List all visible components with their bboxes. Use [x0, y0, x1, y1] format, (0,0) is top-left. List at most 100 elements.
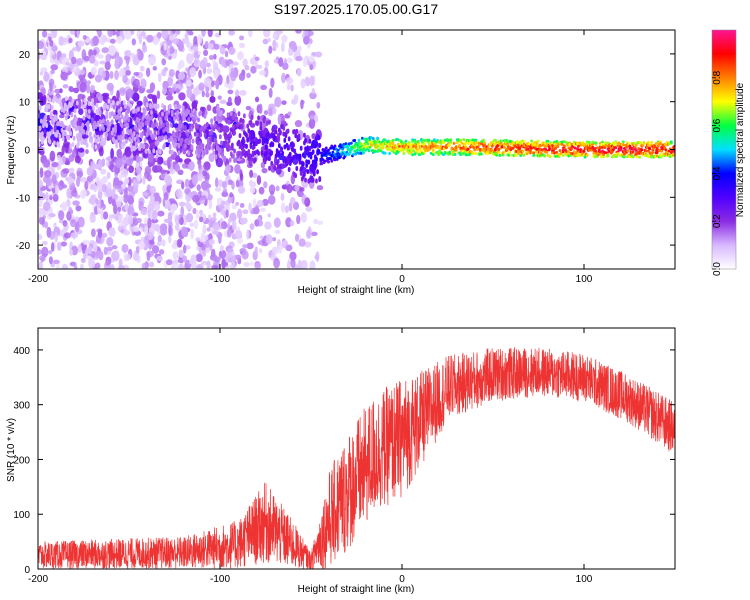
spectrogram-cell	[170, 203, 178, 211]
spectrogram-cell	[302, 57, 308, 68]
spectrogram-ridge-cell	[239, 154, 243, 160]
spectrogram-ridge-cell	[233, 130, 236, 136]
spectrogram-ridge-cell	[107, 98, 111, 104]
spectrogram-ridge-cell	[327, 148, 330, 152]
spectrogram-ridge-cell	[263, 138, 267, 144]
spectrogram-ridge-cell	[626, 149, 630, 153]
spectrogram-cell	[309, 115, 315, 120]
spectrogram-ridge-cell	[116, 113, 120, 119]
spectrogram-ridge-cell	[369, 135, 373, 139]
spectrogram-cell	[258, 248, 263, 254]
spectrogram-ridge-cell	[606, 154, 610, 158]
spectrogram-ridge-cell	[129, 128, 133, 134]
spectrogram-cell	[206, 62, 211, 68]
spectrogram-ridge-cell	[59, 102, 63, 108]
spectrogram-ridge-cell	[287, 136, 291, 142]
spectrogram-ridge-cell	[155, 149, 159, 155]
spectrogram-ridge-cell	[284, 133, 288, 139]
spectrogram-cell	[234, 164, 241, 174]
spectrogram-ridge-cell	[261, 140, 265, 146]
spectrogram-ridge-cell	[105, 132, 109, 138]
spectrogram-ridge-cell	[606, 141, 610, 145]
spectrogram-cell	[249, 169, 254, 178]
spectrogram-cell	[237, 51, 244, 61]
spectrogram-ridge-cell	[196, 124, 199, 130]
spectrogram-cell	[51, 30, 58, 39]
spectrogram-ridge-cell	[536, 139, 540, 143]
spectrogram-ridge-cell	[463, 142, 467, 146]
spectrogram-ridge-cell	[39, 118, 43, 124]
spectrogram-cell	[108, 44, 116, 56]
spectrogram-cell	[213, 43, 220, 50]
spectrogram-cell	[163, 66, 168, 72]
spectrogram-cell	[70, 232, 78, 239]
spectrogram-cell	[136, 174, 141, 182]
spectrogram-ridge-cell	[60, 127, 64, 133]
spectrogram-cell	[286, 183, 293, 194]
spectrogram-cell	[39, 167, 44, 178]
spectrogram-cell	[286, 83, 291, 91]
spectrogram-ridge-cell	[156, 130, 160, 136]
spectrogram-ridge-cell	[459, 138, 463, 142]
spectrogram-cell	[84, 180, 89, 191]
spectrogram-ridge-cell	[609, 146, 613, 150]
spectrogram-ridge-cell	[427, 141, 431, 145]
spectrogram-ridge-cell	[81, 122, 85, 128]
spectrogram-cell	[49, 40, 54, 47]
spectrogram-cell	[232, 61, 239, 66]
spectrogram-ridge-cell	[201, 143, 205, 149]
spectrogram-cell	[235, 179, 240, 188]
spectrogram-cell	[264, 60, 270, 68]
spectrogram-cell	[184, 32, 189, 40]
spectrogram-ridge-cell	[85, 130, 89, 136]
spectrogram-cell	[249, 261, 254, 267]
x-tick-label: 100	[576, 274, 593, 285]
spectrogram-cell	[41, 240, 48, 246]
spectrogram-ridge-cell	[593, 155, 597, 159]
spectrogram-ridge-cell	[535, 147, 539, 151]
spectrogram-ridge-cell	[55, 97, 58, 103]
spectrogram-cell	[230, 70, 237, 82]
y-tick-label: 10	[19, 98, 31, 109]
spectrogram-ridge-cell	[316, 169, 319, 175]
spectrogram-ridge-cell	[157, 125, 161, 131]
spectrogram-ridge-cell	[147, 149, 151, 155]
spectrogram-cell	[89, 213, 96, 224]
spectrogram-cell	[168, 55, 172, 60]
spectrogram-cell	[167, 211, 173, 222]
spectrogram-ridge-cell	[48, 97, 52, 103]
spectrogram-cell	[187, 31, 194, 36]
spectrogram-cell	[161, 239, 166, 247]
spectrogram-ridge-cell	[113, 138, 116, 144]
spectrogram-ridge-cell	[332, 147, 336, 151]
spectrogram-cell	[300, 259, 308, 269]
spectrogram-cell	[86, 80, 91, 85]
spectrogram-ridge-cell	[215, 124, 219, 130]
spectrogram-cell	[219, 245, 224, 252]
spectrogram-cell	[123, 30, 132, 40]
spectrogram-ridge-cell	[299, 170, 303, 176]
spectrogram-cell	[133, 226, 140, 233]
spectrogram-cell	[149, 261, 155, 268]
y-tick-label: -10	[16, 193, 31, 204]
spectrogram-cell	[280, 41, 285, 53]
spectrogram-cell	[127, 214, 134, 226]
x-tick-label: -200	[28, 574, 48, 585]
spectrogram-ridge-cell	[58, 134, 62, 140]
spectrogram-ridge-cell	[304, 137, 307, 143]
spectrogram-ridge-cell	[401, 142, 405, 146]
spectrogram-ridge-cell	[67, 134, 70, 140]
spectrogram-cell	[294, 233, 300, 243]
spectrogram-cell	[111, 245, 118, 250]
spectrogram-ridge-cell	[466, 147, 470, 151]
spectrogram-cell	[213, 68, 219, 79]
spectrogram-cell	[196, 264, 204, 269]
spectrogram-ridge-cell	[137, 106, 140, 112]
spectrogram-ridge-cell	[413, 138, 417, 142]
spectrogram-ridge-cell	[479, 152, 483, 156]
spectrogram-cell	[38, 179, 44, 189]
spectrogram-ridge-cell	[305, 159, 309, 165]
spectrogram-cell	[227, 217, 232, 224]
spectrogram-ridge-cell	[614, 146, 618, 150]
spectrogram-ridge-cell	[265, 139, 269, 145]
